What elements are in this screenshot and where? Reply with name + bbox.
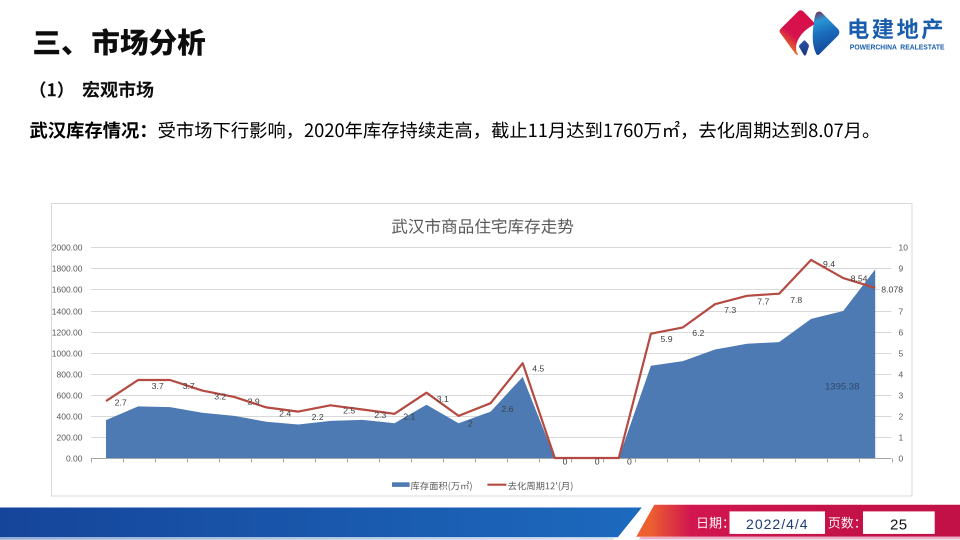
svg-text:7.3: 7.3 [724,305,736,315]
svg-text:2.9: 2.9 [248,397,260,407]
svg-text:7: 7 [899,307,904,317]
svg-text:1: 1 [899,433,904,443]
svg-text:2.4: 2.4 [279,409,291,419]
svg-text:0: 0 [627,456,632,466]
svg-text:3.1: 3.1 [437,394,449,404]
svg-text:9: 9 [899,264,904,274]
svg-text:800.00: 800.00 [57,370,83,380]
svg-text:0: 0 [595,456,600,466]
svg-text:2: 2 [468,418,473,428]
svg-text:600.00: 600.00 [57,391,83,401]
svg-text:2.1: 2.1 [403,411,415,421]
svg-text:6.2: 6.2 [692,328,704,338]
svg-text:2.7: 2.7 [115,398,127,408]
svg-text:5.9: 5.9 [661,334,673,344]
svg-text:POWERCHINA REALESTATE: POWERCHINA REALESTATE [850,42,945,51]
svg-text:1400.00: 1400.00 [52,307,83,317]
svg-text:25: 25 [890,517,908,534]
svg-text:5: 5 [899,349,904,359]
svg-text:9.4: 9.4 [823,259,835,269]
svg-text:1395.38: 1395.38 [825,382,859,393]
svg-text:1000.00: 1000.00 [52,349,83,359]
svg-text:2000.00: 2000.00 [52,243,83,253]
svg-text:2022/4/4: 2022/4/4 [746,516,809,532]
svg-text:3.2: 3.2 [214,391,226,401]
svg-text:2.5: 2.5 [343,405,355,415]
svg-text:4: 4 [899,370,904,380]
svg-text:1600.00: 1600.00 [52,285,83,295]
svg-text:3: 3 [899,391,904,401]
svg-text:2.3: 2.3 [374,410,386,420]
svg-text:7.8: 7.8 [790,295,802,305]
svg-text:10: 10 [899,243,909,253]
svg-text:1200.00: 1200.00 [52,328,83,338]
svg-text:6: 6 [899,328,904,338]
svg-text:8.078: 8.078 [881,285,903,295]
svg-text:0.00: 0.00 [66,454,83,464]
svg-text:0: 0 [899,454,904,464]
svg-text:1800.00: 1800.00 [52,264,83,274]
svg-text:3.7: 3.7 [152,381,164,391]
svg-text:4.5: 4.5 [532,364,544,374]
svg-text:0: 0 [563,456,568,466]
svg-text:8.54: 8.54 [851,274,868,284]
svg-text:2.6: 2.6 [501,404,513,414]
svg-text:2: 2 [899,412,904,422]
svg-text:3.7: 3.7 [183,381,195,391]
svg-text:2.2: 2.2 [312,412,324,422]
svg-text:7.7: 7.7 [757,296,769,306]
svg-text:200.00: 200.00 [57,433,83,443]
svg-text:400.00: 400.00 [57,412,83,422]
